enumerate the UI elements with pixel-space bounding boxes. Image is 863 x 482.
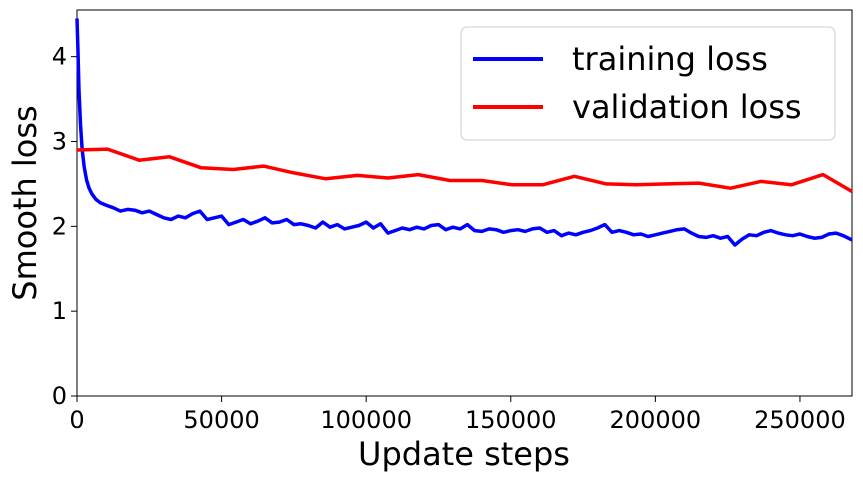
x-tick-label: 50000 xyxy=(183,406,259,434)
legend-label-validation-loss: validation loss xyxy=(572,88,802,126)
y-axis-title: Smooth loss xyxy=(6,105,44,300)
series-line-validation-loss xyxy=(76,147,853,194)
x-tick-label: 250000 xyxy=(754,406,846,434)
y-axis: 0 1 2 3 4 xyxy=(52,43,77,410)
x-tick-label: 150000 xyxy=(465,406,557,434)
x-axis: 0 50000 100000 150000 200000 250000 xyxy=(69,396,846,434)
x-tick-label: 0 xyxy=(69,406,84,434)
y-tick-label: 1 xyxy=(52,297,67,325)
series-line-training-loss xyxy=(75,18,853,247)
x-tick-label: 200000 xyxy=(610,406,702,434)
series-layer xyxy=(75,18,853,247)
y-tick-label: 4 xyxy=(52,43,67,71)
x-tick-label: 100000 xyxy=(320,406,412,434)
y-tick-label: 3 xyxy=(52,127,67,155)
y-tick-label: 2 xyxy=(52,212,67,240)
legend-box xyxy=(460,26,836,141)
legend: training loss validation loss xyxy=(460,26,836,141)
legend-label-training-loss: training loss xyxy=(572,40,768,78)
y-tick-label: 0 xyxy=(52,382,67,410)
x-axis-title: Update steps xyxy=(358,435,570,473)
